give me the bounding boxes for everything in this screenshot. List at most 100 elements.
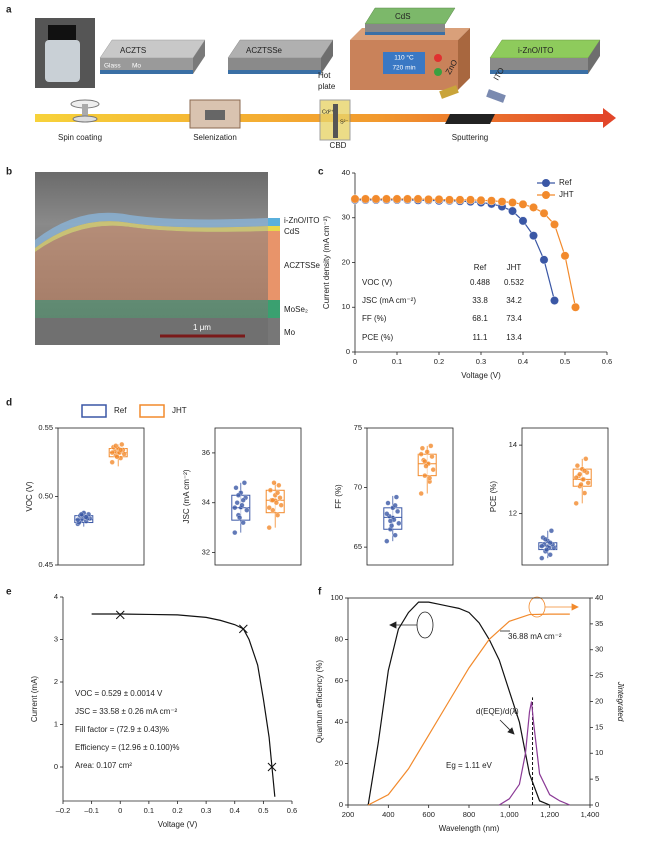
scale-bar-label: 1 μm [193,323,211,332]
y-tick-label: 60 [335,676,343,685]
point [582,490,588,496]
annotation: 36.88 mA cm⁻² [508,632,562,641]
x-axis-title: Wavelength (nm) [439,824,500,833]
point [418,451,424,457]
data-line [367,601,550,806]
display [383,52,425,74]
y-tick-label: 80 [335,634,343,643]
point [422,458,428,464]
y-tick-label: 0 [339,800,343,809]
table-cell: 11.1 [473,333,489,342]
x-tick-label: 0.1 [144,806,154,815]
point [393,494,399,500]
y-axis-title: VOC (V) [25,481,34,512]
marker [508,206,517,216]
marker [497,197,507,207]
y-axis-title: PCE (%) [489,481,498,512]
point [574,463,580,469]
annotation: d(EQE)/d(λ) [476,707,519,716]
point [270,497,276,503]
point [548,528,554,534]
y2-tick-label: 25 [595,671,603,680]
y2-tick-label: 0 [595,800,599,809]
step-label: Selenization [193,133,237,142]
point [235,492,241,498]
table-cell: 34.2 [506,296,522,305]
point [577,471,583,477]
point [427,475,433,481]
legend-marker [542,191,550,199]
point [114,454,120,460]
table-label: PCE (%) [362,333,393,342]
y-tick-label: 0.50 [38,491,53,500]
marker [529,203,538,212]
plot-frame [57,427,145,566]
point [275,512,281,518]
point [580,476,586,482]
annotation: Area: 0.107 cm² [75,761,132,770]
point [240,497,246,503]
x-tick-label: 0.2 [172,806,182,815]
point [539,555,545,561]
point [424,449,430,455]
hot-plate-label: plate [318,82,336,91]
plot-frame [521,427,609,566]
x-tick-label: 0.4 [518,357,528,366]
point [585,480,591,486]
point [395,508,401,514]
layer-label: ACZTSSe [246,46,283,55]
y-tick-label: 2 [54,677,58,686]
marker [539,255,549,265]
y-tick-label: 0 [346,347,350,356]
light [434,68,442,76]
display-text: 720 min [392,65,416,72]
point [578,481,584,488]
x-tick-label: 600 [422,810,435,819]
y-tick-label: 4 [54,592,58,601]
panel-label: a [6,5,12,16]
point [270,507,276,513]
marker [571,302,580,312]
marker [424,195,433,204]
marker [529,231,538,241]
annotation: Eg = 1.11 eV [446,761,493,770]
x-tick-label: –0.1 [84,806,99,815]
x-tick-label: –0.2 [56,806,71,815]
point [232,505,238,511]
point [384,511,390,517]
data-line [355,198,577,308]
point [75,517,81,523]
point [278,502,284,508]
point [582,468,588,474]
furnace [189,99,241,129]
point [422,473,428,479]
legend-marker [139,404,165,418]
layer-label: i-ZnO/ITO [518,46,553,55]
marker [371,194,381,204]
step-label: CBD [330,141,347,150]
table-header: JHT [507,263,522,272]
y2-tick-label: 10 [595,748,603,757]
point [429,454,435,460]
table-cell: 33.8 [472,296,488,305]
sputter-sample [445,114,495,124]
step-label: Sputtering [452,133,488,142]
y-tick-label: 32 [202,548,210,557]
marker [550,296,559,305]
point [113,443,119,449]
point [542,536,548,542]
marker [445,195,454,205]
point [384,538,390,544]
ion-label: Cd²⁺ [322,108,334,115]
point [389,523,395,529]
table-cell: 68.1 [472,314,488,323]
marker [476,195,486,205]
y2-tick-label: 40 [595,593,603,602]
mean [391,515,395,519]
table-label: VOC (V) [362,278,393,287]
y-tick-label: 30 [342,213,350,222]
y-tick-label: 3 [54,634,58,643]
marker [382,194,391,204]
point [240,520,246,526]
